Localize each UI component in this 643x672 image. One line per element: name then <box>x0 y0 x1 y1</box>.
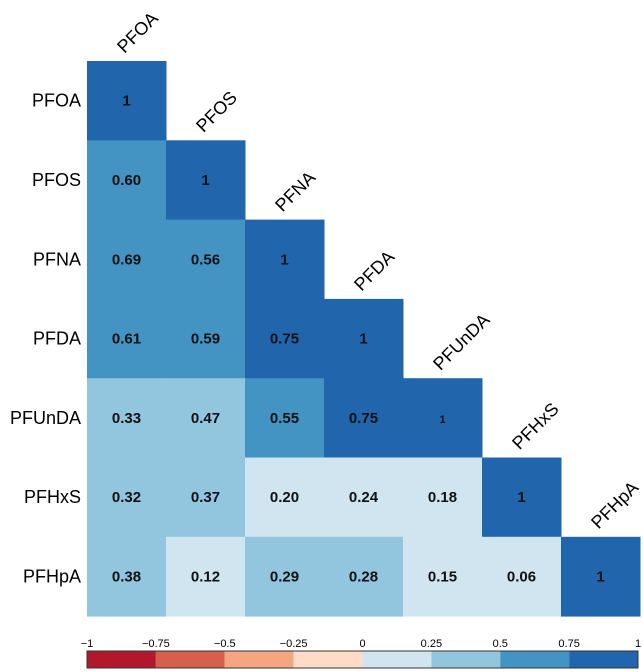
cell-value-label: 0.20 <box>270 489 299 506</box>
column-label-pfoa: PFOA <box>113 8 162 57</box>
cell-value-label: 0.15 <box>428 568 457 585</box>
colorbar-tick-label: 0.5 <box>493 638 508 650</box>
heatmap-cell-pfhpa-pfna <box>245 536 325 617</box>
cell-value-label: 0.75 <box>349 410 378 427</box>
colorbar-tick-label: 0 <box>359 638 365 650</box>
row-label-pfos: PFOS <box>32 170 81 190</box>
heatmap-cell-pfhpa-pfunda <box>403 536 483 617</box>
heatmap-cell-pfna-pfos <box>166 219 246 300</box>
cell-value-label: 0.69 <box>112 251 141 268</box>
cell-value-label: 0.59 <box>191 331 220 348</box>
heatmap-cells: 1 0.60 1 0.69 0.56 1 0.61 0.59 0.75 1 0.33 0.47 0.55… <box>87 61 641 617</box>
colorbar-bin <box>155 651 225 668</box>
row-label-pfhpa: PFHpA <box>23 566 81 586</box>
cell-value-label: 0.56 <box>191 251 220 268</box>
heatmap-cell-pfhpa-pfoa <box>87 536 167 617</box>
heatmap-cell-pfos-pfoa <box>87 140 167 221</box>
cell-value-label: 0.24 <box>349 489 379 506</box>
row-labels: PFOA PFOS PFNA PFDA PFUnDA PFHxS PFHpA <box>10 91 81 587</box>
colorbar-tick-label: −1 <box>81 638 94 650</box>
heatmap-cell-pfhpa-pfhxs <box>482 536 562 617</box>
cell-value-label: 0.55 <box>270 410 299 427</box>
column-label-pfhxs: PFHxS <box>508 399 562 453</box>
heatmap-cell-pfhxs-pfos <box>166 457 246 538</box>
cell-value-label: 0.32 <box>112 489 141 506</box>
cell-value-label: 0.38 <box>112 568 141 585</box>
column-label-pfda: PFDA <box>350 247 398 295</box>
colorbar-legend: −1 −0.75 −0.5 −0.25 0 0.25 0.5 0.75 1 <box>81 638 641 669</box>
heatmap-cell-pfda-pfda <box>324 298 404 379</box>
heatmap-cell-pfna-pfna <box>245 219 325 300</box>
heatmap-cell-pfunda-pfos <box>166 378 246 458</box>
colorbar-tick-label: −0.75 <box>142 638 170 650</box>
colorbar-bin <box>569 651 638 668</box>
row-label-pfunda: PFUnDA <box>10 408 81 428</box>
heatmap-cell-pfda-pfna <box>245 298 325 379</box>
colorbar-bin <box>362 651 432 668</box>
cell-value-label: 1 <box>439 414 445 426</box>
cell-value-label: 1 <box>122 93 130 110</box>
heatmap-cell-pfhxs-pfoa <box>87 457 167 538</box>
cell-value-label: 0.33 <box>112 410 141 427</box>
colorbar-frame <box>86 650 639 669</box>
heatmap-cell-pfunda-pfoa <box>87 378 167 458</box>
colorbar-bin <box>293 651 363 668</box>
heatmap-cell-pfunda-pfda <box>324 378 404 458</box>
heatmap-cell-pfda-pfos <box>166 298 246 379</box>
row-label-pfna: PFNA <box>33 249 81 269</box>
cell-value-label: 0.75 <box>270 331 299 348</box>
heatmap-cell-pfunda-pfna <box>245 378 325 458</box>
cell-value-label: 0.12 <box>191 568 220 585</box>
heatmap-cell-pfhpa-pfda <box>324 536 404 617</box>
colorbar-tick-label: 0.75 <box>558 638 579 650</box>
column-label-pfos: PFOS <box>192 87 241 136</box>
cell-value-label: 0.18 <box>428 489 457 506</box>
cell-value-label: 0.60 <box>112 172 141 189</box>
cell-value-label: 0.06 <box>507 568 536 585</box>
cell-value-label: 0.28 <box>349 568 378 585</box>
colorbar-bin <box>87 651 156 668</box>
heatmap-cell-pfunda-pfunda <box>403 378 483 458</box>
colorbar-tick-label: 0.25 <box>421 638 442 650</box>
column-label-pfunda: PFUnDA <box>429 310 493 374</box>
cell-value-label: 0.37 <box>191 489 220 506</box>
row-label-pfoa: PFOA <box>32 91 81 111</box>
heatmap-cell-pfhxs-pfhxs <box>482 457 562 538</box>
cell-value-label: 0.47 <box>191 410 220 427</box>
column-label-pfna: PFNA <box>271 167 319 215</box>
heatmap-cell-pfhpa-pfos <box>166 536 246 617</box>
cell-value-label: 1 <box>280 251 288 268</box>
cell-value-label: 1 <box>596 568 604 585</box>
colorbar-bin <box>224 651 294 668</box>
cell-value-label: 1 <box>201 172 209 189</box>
cell-value-label: 1 <box>517 489 525 506</box>
heatmap-cell-pfhxs-pfda <box>324 457 404 538</box>
heatmap-cell-pfos-pfos <box>166 140 246 221</box>
colorbar-bin <box>500 651 570 668</box>
column-label-pfhpa: PFHpA <box>587 477 642 532</box>
heatmap-cell-pfhxs-pfunda <box>403 457 483 538</box>
row-label-pfda: PFDA <box>33 329 81 349</box>
colorbar-tick-label: −0.5 <box>214 638 236 650</box>
cell-value-label: 0.61 <box>112 331 141 348</box>
heatmap-cell-pfna-pfoa <box>87 219 167 300</box>
heatmap-cell-pfoa-pfoa <box>87 61 167 141</box>
colorbar-bin <box>431 651 501 668</box>
cell-value-label: 1 <box>359 331 367 348</box>
colorbar-tick-label: −0.25 <box>280 638 308 650</box>
cell-value-label: 0.29 <box>270 568 299 585</box>
heatmap-cell-pfhxs-pfna <box>245 457 325 538</box>
row-label-pfhxs: PFHxS <box>24 487 81 507</box>
heatmap-cell-pfda-pfoa <box>87 298 167 379</box>
heatmap-cell-pfhpa-pfhpa <box>561 536 641 617</box>
colorbar-tick-label: 1 <box>635 638 641 650</box>
